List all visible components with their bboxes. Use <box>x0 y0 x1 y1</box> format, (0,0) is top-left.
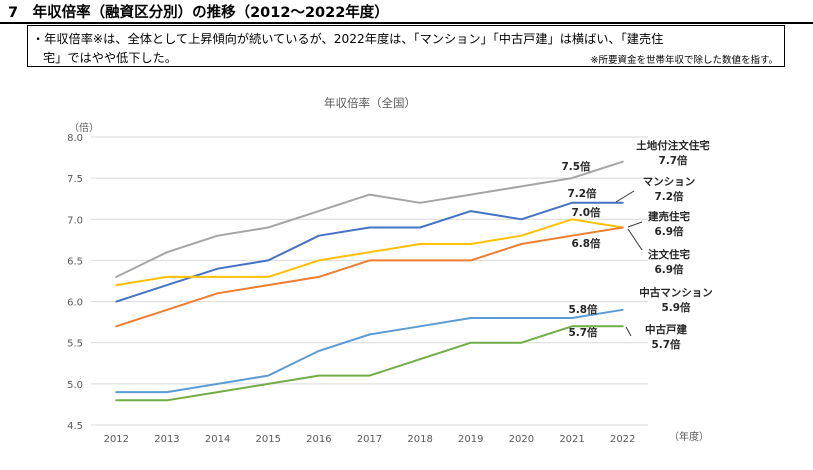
point-label-series-4: 6.8倍 <box>571 237 601 250</box>
series-label-series-2: 7.2倍 <box>654 190 684 203</box>
x-tick-label: 2021 <box>559 434 584 445</box>
series-label-series-4: 注文住宅 <box>648 248 690 261</box>
line-series-1 <box>115 160 624 278</box>
chart-title: 年収倍率（全国） <box>324 96 416 110</box>
leader-series-6 <box>625 326 632 337</box>
note-line-2: 宅」ではやや低下した。 <box>43 51 178 65</box>
x-tick-label: 2019 <box>458 434 483 445</box>
point-label-series-1: 7.5倍 <box>561 160 591 173</box>
y-tick-label: 7.0 <box>67 215 83 226</box>
series-label-series-1: 7.7倍 <box>658 154 688 167</box>
series-label-series-3: 建売住宅 <box>647 210 690 223</box>
series-label-series-6: 5.7倍 <box>651 338 681 351</box>
x-axis-label: （年度） <box>669 430 709 443</box>
series-label-series-2: マンション <box>643 176 696 188</box>
summary-note-box: ・年収倍率※は、全体として上昇傾向が続いているが、2022年度は、「マンション」… <box>27 25 785 67</box>
x-tick-label: 2012 <box>104 434 129 445</box>
y-tick-label: 8.0 <box>67 133 83 144</box>
line-series-3 <box>115 218 624 287</box>
y-tick-label: 5.5 <box>67 339 83 350</box>
note-footnote: ※所要資金を世帯年収で除した数値を指す。 <box>590 55 778 66</box>
y-axis-label: （倍） <box>69 121 99 134</box>
leader-series-2 <box>615 190 635 203</box>
series-label-series-5: 5.9倍 <box>661 301 691 314</box>
y-tick-label: 4.5 <box>67 421 83 432</box>
x-tick-label: 2014 <box>205 434 230 445</box>
series-label-series-1: 土地付注文住宅 <box>636 139 710 152</box>
point-label-series-5: 5.8倍 <box>568 303 598 316</box>
x-tick-label: 2020 <box>509 434 534 445</box>
x-tick-label: 2018 <box>407 434 432 445</box>
point-label-series-3: 7.0倍 <box>571 206 601 219</box>
x-tick-label: 2016 <box>306 434 331 445</box>
y-tick-label: 6.5 <box>67 256 83 267</box>
line-series-5 <box>115 308 624 394</box>
series-label-series-5: 中古マンション <box>639 286 713 299</box>
series-label-series-6: 中古戸建 <box>645 323 687 336</box>
line-series-2 <box>115 201 624 303</box>
y-tick-label: 7.5 <box>67 174 83 185</box>
point-label-series-6: 5.7倍 <box>568 326 598 339</box>
x-tick-label: 2015 <box>256 434 281 445</box>
y-tick-label: 6.0 <box>67 298 83 309</box>
line-series-4 <box>115 226 624 328</box>
header-bar: 7 年収倍率（融資区分別）の推移（2012～2022年度） <box>0 0 813 24</box>
leader-series-3 <box>627 221 643 228</box>
leader-series-4 <box>627 228 643 251</box>
point-label-series-2: 7.2倍 <box>567 187 597 200</box>
line-series-6 <box>115 325 624 402</box>
y-tick-label: 5.0 <box>67 380 83 391</box>
x-tick-label: 2022 <box>610 434 635 445</box>
series-label-series-3: 6.9倍 <box>654 225 684 238</box>
note-line-1: ・年収倍率※は、全体として上昇傾向が続いているが、2022年度は、「マンション」… <box>32 32 664 46</box>
x-tick-label: 2013 <box>154 434 179 445</box>
series-label-series-4: 6.9倍 <box>654 263 684 276</box>
x-tick-label: 2017 <box>357 434 382 445</box>
page-title: 7 年収倍率（融資区分別）の推移（2012～2022年度） <box>8 5 389 21</box>
